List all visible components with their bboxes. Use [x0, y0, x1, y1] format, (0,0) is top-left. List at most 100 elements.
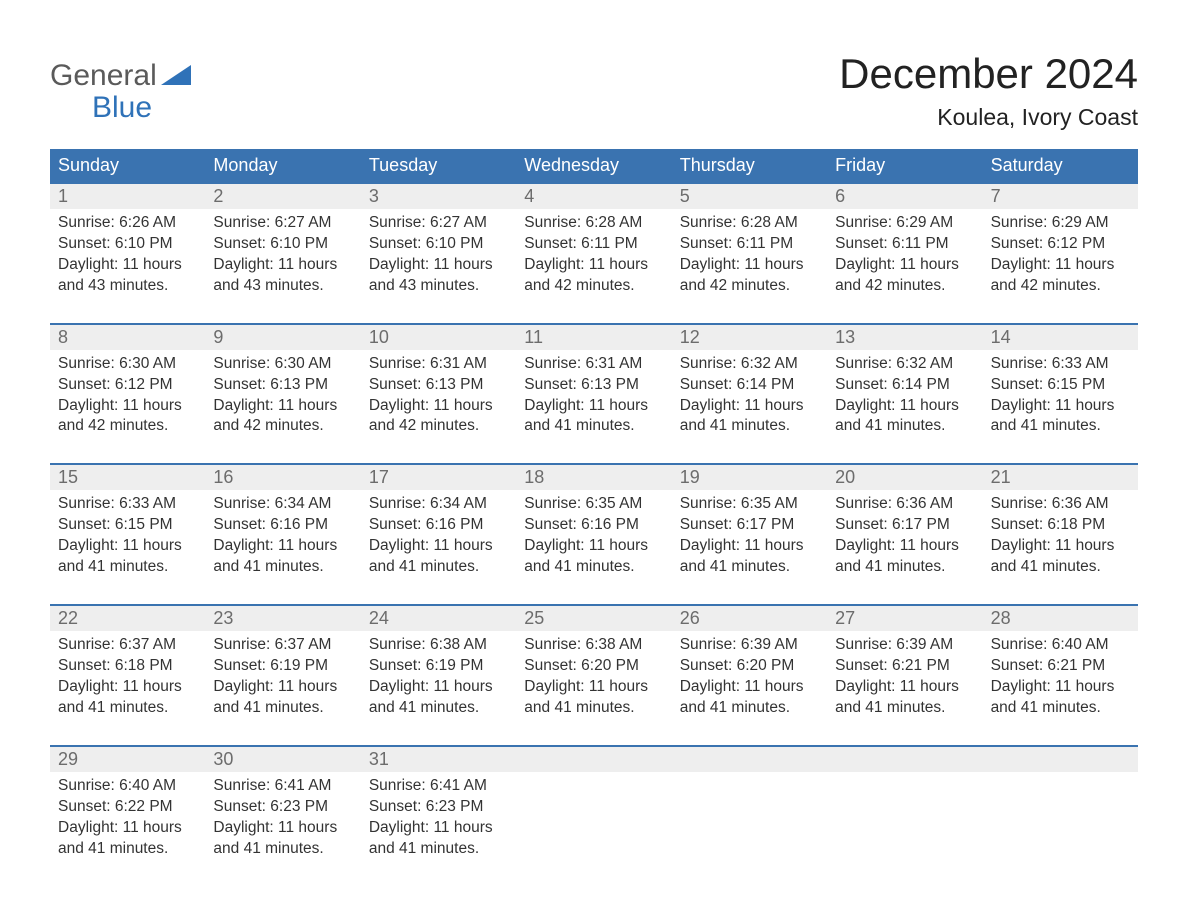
- day-number: [827, 747, 982, 772]
- day-cell: 5Sunrise: 6:28 AMSunset: 6:11 PMDaylight…: [672, 184, 827, 301]
- week-row: 15Sunrise: 6:33 AMSunset: 6:15 PMDayligh…: [50, 463, 1138, 582]
- sunset-text: Sunset: 6:15 PM: [991, 375, 1130, 396]
- day-cell: 31Sunrise: 6:41 AMSunset: 6:23 PMDayligh…: [361, 747, 516, 864]
- daylight-text: Daylight: 11 hours and 41 minutes.: [680, 396, 819, 438]
- sunset-text: Sunset: 6:16 PM: [213, 515, 352, 536]
- day-details: Sunrise: 6:28 AMSunset: 6:11 PMDaylight:…: [516, 209, 671, 301]
- sunrise-text: Sunrise: 6:35 AM: [524, 494, 663, 515]
- day-number: 5: [672, 184, 827, 209]
- day-details: Sunrise: 6:38 AMSunset: 6:20 PMDaylight:…: [516, 631, 671, 723]
- day-cell: 7Sunrise: 6:29 AMSunset: 6:12 PMDaylight…: [983, 184, 1138, 301]
- day-details: Sunrise: 6:29 AMSunset: 6:12 PMDaylight:…: [983, 209, 1138, 301]
- sunrise-text: Sunrise: 6:41 AM: [213, 776, 352, 797]
- day-cell: 17Sunrise: 6:34 AMSunset: 6:16 PMDayligh…: [361, 465, 516, 582]
- day-details: Sunrise: 6:40 AMSunset: 6:22 PMDaylight:…: [50, 772, 205, 864]
- daylight-text: Daylight: 11 hours and 41 minutes.: [524, 677, 663, 719]
- day-number: 16: [205, 465, 360, 490]
- week-row: 29Sunrise: 6:40 AMSunset: 6:22 PMDayligh…: [50, 745, 1138, 864]
- day-number: 8: [50, 325, 205, 350]
- dow-monday: Monday: [205, 149, 360, 182]
- day-details: Sunrise: 6:41 AMSunset: 6:23 PMDaylight:…: [361, 772, 516, 864]
- calendar-grid: SundayMondayTuesdayWednesdayThursdayFrid…: [50, 149, 1138, 863]
- day-number: 29: [50, 747, 205, 772]
- sunrise-text: Sunrise: 6:38 AM: [369, 635, 508, 656]
- week-row: 22Sunrise: 6:37 AMSunset: 6:18 PMDayligh…: [50, 604, 1138, 723]
- day-number: 20: [827, 465, 982, 490]
- sunrise-text: Sunrise: 6:39 AM: [680, 635, 819, 656]
- day-number: 19: [672, 465, 827, 490]
- day-details: Sunrise: 6:32 AMSunset: 6:14 PMDaylight:…: [827, 350, 982, 442]
- day-number: 22: [50, 606, 205, 631]
- sunrise-text: Sunrise: 6:29 AM: [991, 213, 1130, 234]
- sunset-text: Sunset: 6:13 PM: [213, 375, 352, 396]
- daylight-text: Daylight: 11 hours and 43 minutes.: [58, 255, 197, 297]
- daylight-text: Daylight: 11 hours and 41 minutes.: [369, 818, 508, 860]
- day-number: 13: [827, 325, 982, 350]
- week-row: 8 Sunrise: 6:30 AM Sunset: 6:12 PM Daylight…: [50, 323, 1138, 442]
- day-cell: 10Sunrise: 6:31 AMSunset: 6:13 PMDayligh…: [361, 325, 516, 442]
- day-details: [672, 772, 827, 852]
- sunset-text: Sunset: 6:20 PM: [524, 656, 663, 677]
- day-cell-empty: [827, 747, 982, 864]
- day-number: 9: [205, 325, 360, 350]
- sunset-text: Sunset: 6:12 PM: [58, 375, 197, 396]
- day-number: [516, 747, 671, 772]
- sunrise-text: Sunrise: 6:40 AM: [991, 635, 1130, 656]
- day-number: 11: [516, 325, 671, 350]
- sunrise-text: Sunrise: 6:39 AM: [835, 635, 974, 656]
- month-title: December 2024: [839, 50, 1138, 98]
- daylight-text: Daylight: 11 hours and 41 minutes.: [58, 818, 197, 860]
- day-number: 31: [361, 747, 516, 772]
- sunrise-text: Sunrise: 6:26 AM: [58, 213, 197, 234]
- daylight-text: Daylight: 11 hours and 41 minutes.: [213, 536, 352, 578]
- sunrise-text: Sunrise: 6:34 AM: [213, 494, 352, 515]
- daylight-text: Daylight: 11 hours and 41 minutes.: [991, 536, 1130, 578]
- week-row: 1Sunrise: 6:26 AMSunset: 6:10 PMDaylight…: [50, 182, 1138, 301]
- day-cell: 24Sunrise: 6:38 AMSunset: 6:19 PMDayligh…: [361, 606, 516, 723]
- sunset-text: Sunset: 6:10 PM: [58, 234, 197, 255]
- day-details: Sunrise: 6:35 AMSunset: 6:17 PMDaylight:…: [672, 490, 827, 582]
- day-number: [672, 747, 827, 772]
- day-cell-empty: [516, 747, 671, 864]
- daylight-text: Daylight: 11 hours and 41 minutes.: [991, 396, 1130, 438]
- daylight-text: Daylight: 11 hours and 41 minutes.: [369, 536, 508, 578]
- day-number: 27: [827, 606, 982, 631]
- day-number: 2: [205, 184, 360, 209]
- day-details: Sunrise: 6:28 AMSunset: 6:11 PMDaylight:…: [672, 209, 827, 301]
- sunset-text: Sunset: 6:16 PM: [369, 515, 508, 536]
- sunrise-text: Sunrise: 6:41 AM: [369, 776, 508, 797]
- day-details: [983, 772, 1138, 852]
- daylight-text: Daylight: 11 hours and 41 minutes.: [213, 818, 352, 860]
- dow-saturday: Saturday: [983, 149, 1138, 182]
- sunset-text: Sunset: 6:21 PM: [991, 656, 1130, 677]
- day-cell: 27Sunrise: 6:39 AMSunset: 6:21 PMDayligh…: [827, 606, 982, 723]
- brand-logo: General Blue: [50, 50, 191, 123]
- day-number: 21: [983, 465, 1138, 490]
- sunrise-text: Sunrise: 6:30 AM: [213, 354, 352, 375]
- day-number: 4: [516, 184, 671, 209]
- day-cell: 3Sunrise: 6:27 AMSunset: 6:10 PMDaylight…: [361, 184, 516, 301]
- day-cell: 12Sunrise: 6:32 AMSunset: 6:14 PMDayligh…: [672, 325, 827, 442]
- sunrise-text: Sunrise: 6:36 AM: [991, 494, 1130, 515]
- calendar-page: General Blue December 2024 Koulea, Ivory…: [0, 0, 1188, 903]
- daylight-text: Daylight: 11 hours and 41 minutes.: [835, 536, 974, 578]
- sunrise-text: Sunrise: 6:34 AM: [369, 494, 508, 515]
- title-block: December 2024 Koulea, Ivory Coast: [839, 50, 1138, 131]
- day-number: [983, 747, 1138, 772]
- sunset-text: Sunset: 6:19 PM: [369, 656, 508, 677]
- day-number: 6: [827, 184, 982, 209]
- sunrise-text: Sunrise: 6:28 AM: [524, 213, 663, 234]
- daylight-text: Daylight: 11 hours and 41 minutes.: [524, 536, 663, 578]
- daylight-text: Daylight: 11 hours and 42 minutes.: [524, 255, 663, 297]
- day-details: Sunrise: 6:29 AMSunset: 6:11 PMDaylight:…: [827, 209, 982, 301]
- day-details: Sunrise: 6:35 AMSunset: 6:16 PMDaylight:…: [516, 490, 671, 582]
- day-details: [827, 772, 982, 852]
- day-cell: 14Sunrise: 6:33 AMSunset: 6:15 PMDayligh…: [983, 325, 1138, 442]
- sunset-text: Sunset: 6:17 PM: [835, 515, 974, 536]
- sunset-text: Sunset: 6:14 PM: [680, 375, 819, 396]
- sunset-text: Sunset: 6:17 PM: [680, 515, 819, 536]
- day-details: Sunrise: 6:39 AMSunset: 6:21 PMDaylight:…: [827, 631, 982, 723]
- day-cell-empty: [672, 747, 827, 864]
- day-cell: 25Sunrise: 6:38 AMSunset: 6:20 PMDayligh…: [516, 606, 671, 723]
- daylight-text: Daylight: 11 hours and 41 minutes.: [369, 677, 508, 719]
